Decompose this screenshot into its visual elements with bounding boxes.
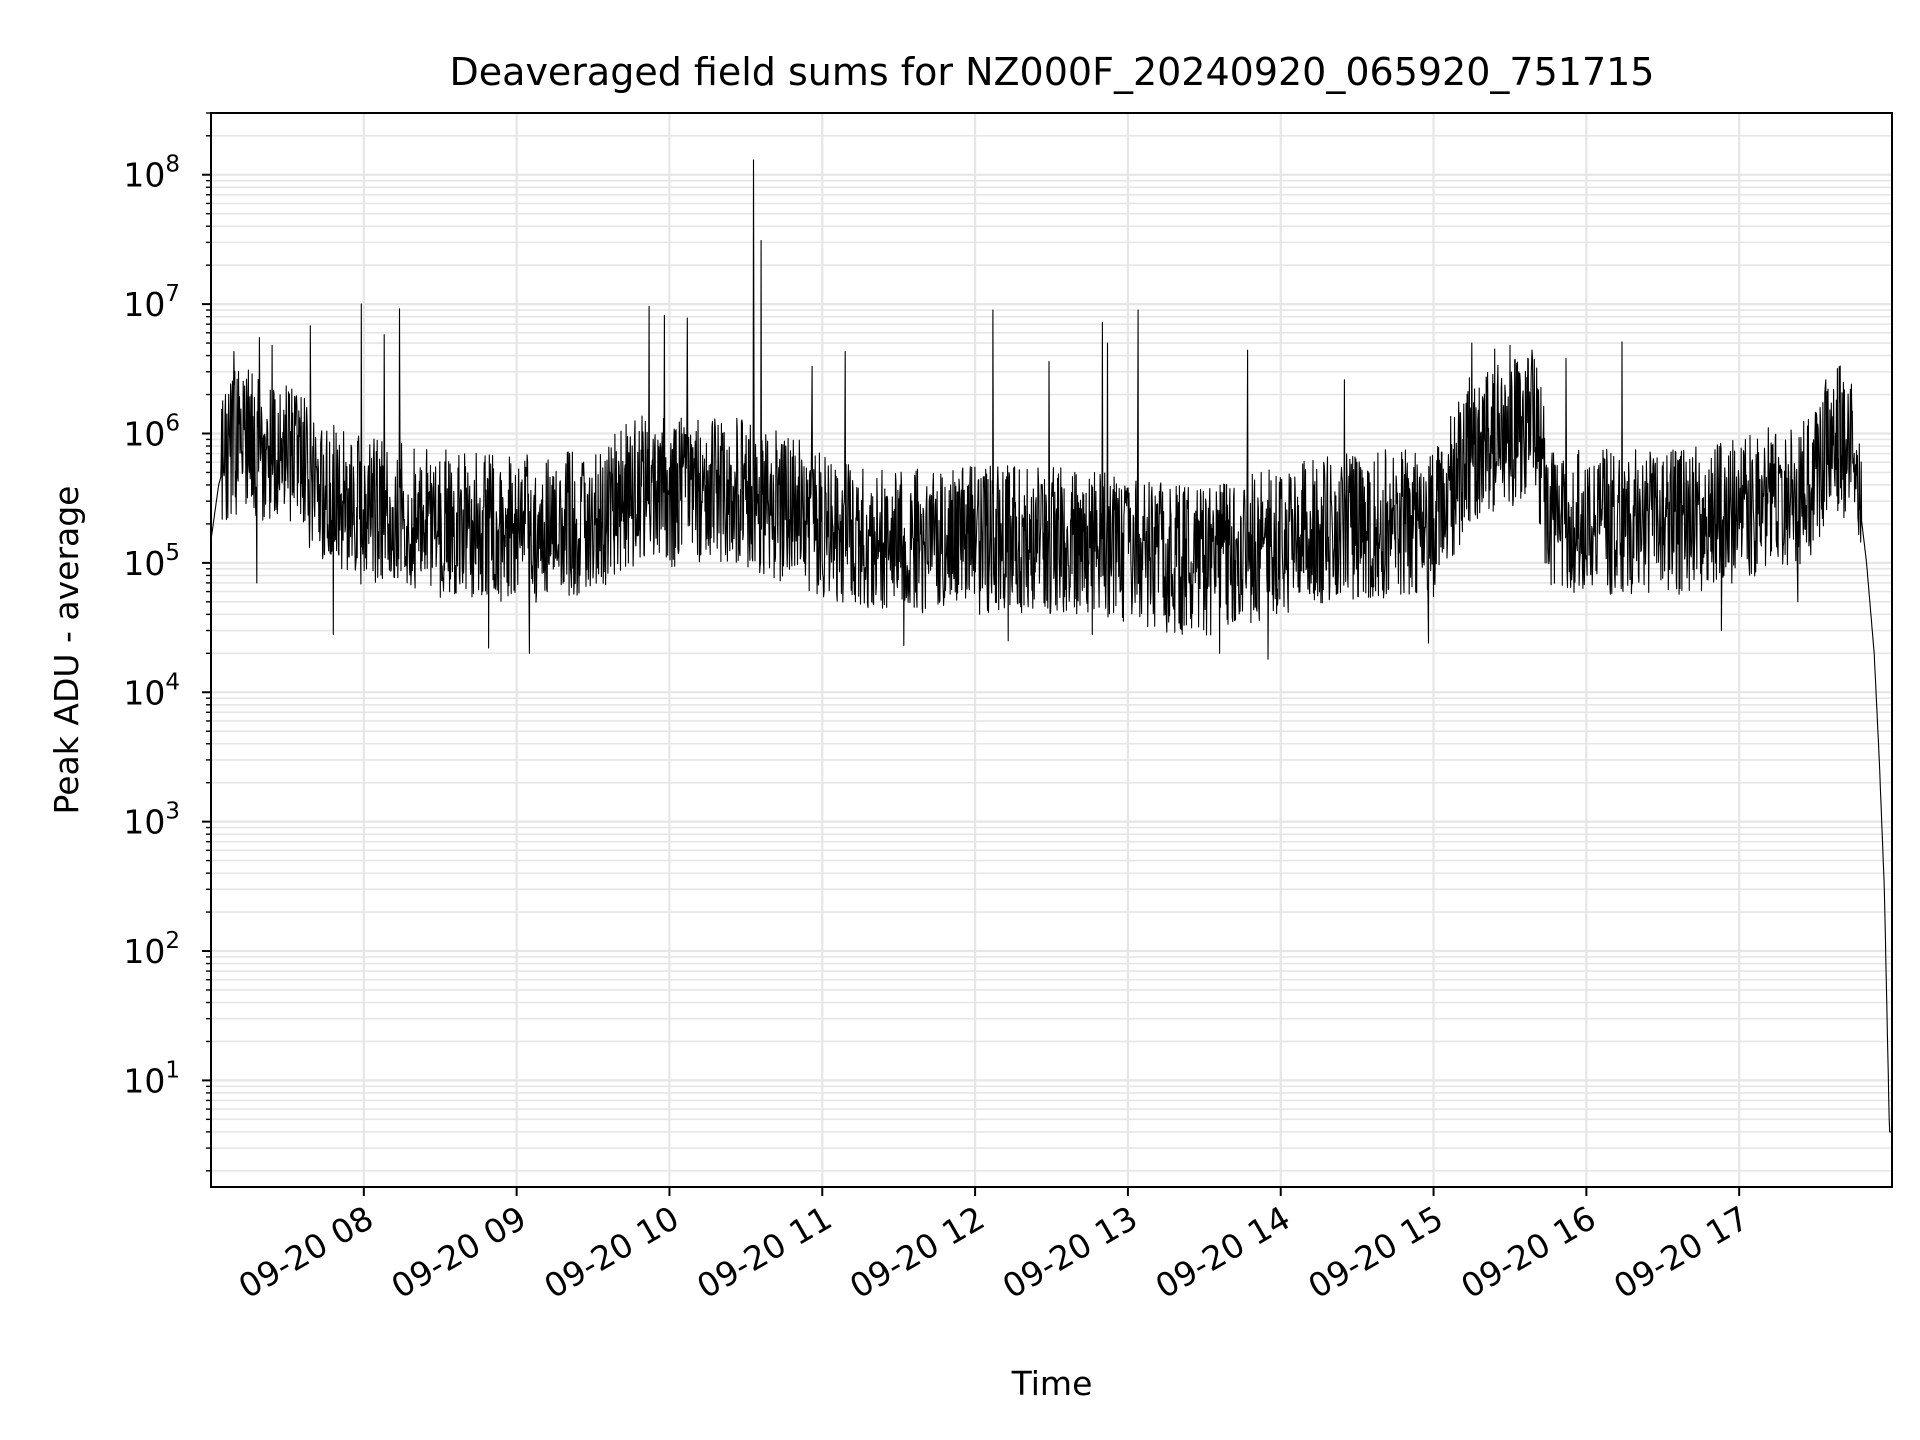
y-tick-label-base: 10: [123, 156, 165, 195]
y-tick-label: 101: [123, 1057, 180, 1100]
y-tick-label-exponent: 6: [165, 410, 180, 436]
y-tick-label: 102: [123, 928, 180, 971]
y-tick-label-base: 10: [123, 544, 165, 583]
y-tick-label-exponent: 3: [165, 799, 180, 825]
chart-title: Deaveraged field sums for NZ000F_2024092…: [450, 50, 1655, 94]
y-tick-label-base: 10: [123, 285, 165, 324]
y-tick-label-base: 10: [123, 932, 165, 971]
grid: [211, 112, 1892, 1187]
y-axis-label: Peak ADU - average: [47, 486, 86, 815]
y-tick-label-base: 10: [123, 803, 165, 842]
y-tick-label-base: 10: [123, 673, 165, 712]
y-tick-label: 104: [123, 669, 180, 712]
y-tick-label-exponent: 8: [165, 152, 180, 178]
x-axis-label: Time: [1011, 1364, 1093, 1403]
plot-frame: [210, 112, 1893, 1188]
y-tick-label: 105: [123, 540, 180, 583]
y-tick-label: 103: [123, 799, 180, 842]
y-tick-label: 107: [123, 281, 180, 324]
y-tick-label-base: 10: [123, 414, 165, 453]
y-tick-label-exponent: 1: [165, 1057, 180, 1083]
y-tick-label: 108: [123, 152, 180, 195]
y-tick-label: 106: [123, 410, 180, 453]
y-tick-label-base: 10: [123, 1061, 165, 1100]
series-layer: [210, 159, 1893, 1133]
y-tick-label-exponent: 7: [165, 281, 180, 307]
series-line: [210, 159, 1893, 1133]
y-tick-label-exponent: 4: [165, 669, 180, 695]
y-tick-label-exponent: 2: [165, 928, 180, 954]
y-tick-label-exponent: 5: [165, 540, 180, 566]
